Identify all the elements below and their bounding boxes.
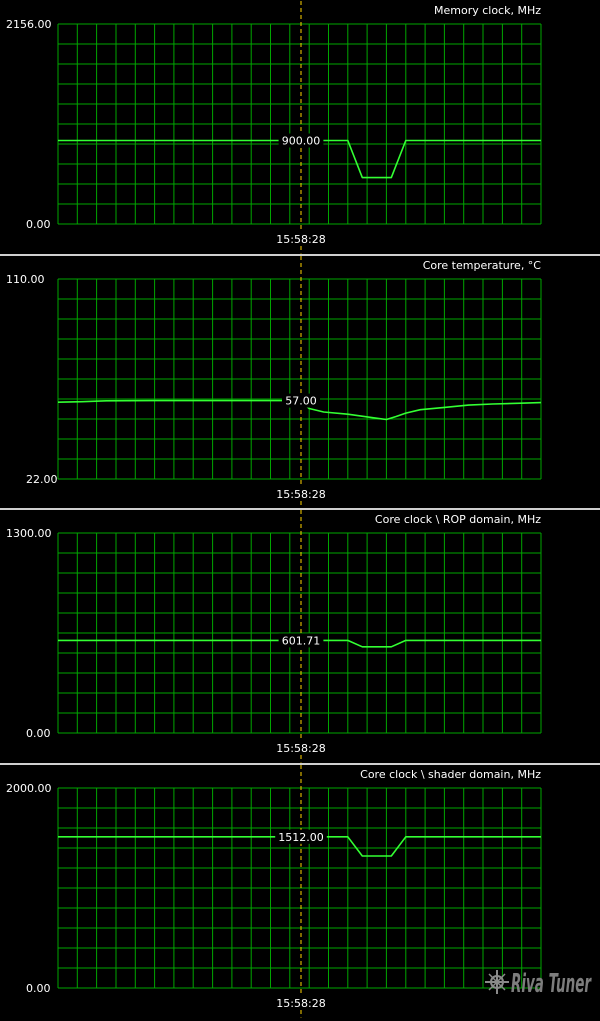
core-clock-rop-grid <box>57 532 542 734</box>
core-clock-rop-ymax-label: 1300.00 <box>6 527 52 540</box>
memory-clock-time-box <box>273 232 329 246</box>
core-temperature-time-box <box>273 487 329 501</box>
core-clock-shader-ymin-label: 0.00 <box>26 982 51 995</box>
core-clock-rop-time-box <box>273 741 329 755</box>
core-clock-rop-current-value: 601.71 <box>282 634 321 647</box>
core-clock-shader-current-value: 1512.00 <box>278 831 324 844</box>
memory-clock-value-box <box>278 133 324 148</box>
rivatuner-logo: Riva Tuner <box>485 969 592 999</box>
memory-clock-ymin-label: 0.00 <box>26 218 51 231</box>
core-clock-rop-time-label: 15:58:28 <box>276 742 325 755</box>
core-temperature-value-box <box>282 393 320 408</box>
core-clock-rop-panel: 1300.00 0.00 Core clock \ ROP domain, MHz 6… <box>0 508 600 763</box>
core-temperature-title: Core temperature, °C <box>423 259 542 272</box>
core-temperature-grid <box>57 278 542 480</box>
core-clock-rop-ymin-label: 0.00 <box>26 727 51 740</box>
memory-clock-current-value: 900.00 <box>282 135 321 148</box>
memory-clock-title: Memory clock, MHz <box>434 4 541 17</box>
core-temperature-time-label: 15:58:28 <box>276 488 325 501</box>
core-temperature-ymin-label: 22.00 <box>26 473 58 486</box>
memory-clock-time-label: 15:58:28 <box>276 233 325 246</box>
core-temperature-panel: 110.00 22.00 Core temperature, °C 57.00 15:5… <box>0 254 600 509</box>
core-clock-rop-title: Core clock \ ROP domain, MHz <box>375 513 541 526</box>
core-clock-shader-value-box <box>275 829 327 844</box>
core-clock-shader-ymax-label: 2000.00 <box>6 782 52 795</box>
core-clock-shader-panel: 2000.00 0.00 Core clock \ shader domain, M… <box>0 763 600 1018</box>
memory-clock-panel: 2156.00 0.00 Memory clock, MHz 900.00 15:58:… <box>6 1 542 254</box>
core-temperature-ymax-label: 110.00 <box>6 273 45 286</box>
core-clock-shader-time-label: 15:58:28 <box>276 997 325 1010</box>
memory-clock-grid <box>57 23 542 225</box>
core-clock-rop-value-box <box>278 633 324 648</box>
core-temperature-series-line <box>57 399 542 421</box>
core-clock-shader-time-box <box>273 996 329 1010</box>
logo-text: Riva Tuner <box>511 969 592 999</box>
core-temperature-current-value: 57.00 <box>285 395 317 408</box>
memory-clock-ymax-label: 2156.00 <box>6 18 52 31</box>
core-clock-shader-title: Core clock \ shader domain, MHz <box>360 768 541 781</box>
core-clock-shader-grid <box>57 787 542 989</box>
